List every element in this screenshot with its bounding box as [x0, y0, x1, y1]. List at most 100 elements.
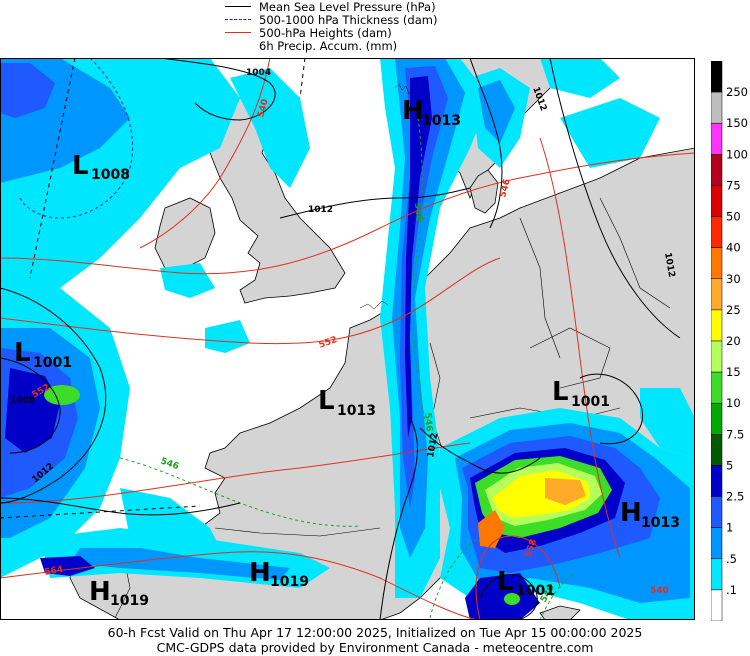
colorbar-label: 25 [726, 303, 741, 317]
precip-scotland [230, 68, 310, 188]
thickness-green-east [429, 537, 481, 619]
colorbar-label: 15 [726, 365, 741, 379]
svg-text:1008: 1008 [91, 167, 130, 183]
legend-precip: 6h Precip. Accum. (mm) [225, 39, 397, 53]
svg-text:1001: 1001 [571, 394, 610, 410]
center-low-central-europe: L 1001 [552, 377, 610, 410]
height-contours [0, 58, 695, 620]
colorbar-swatch [711, 589, 723, 621]
center-low-atlantic-west: L 1001 [14, 338, 72, 371]
label-1012-central: 1012 [426, 432, 440, 458]
precip-italy [465, 573, 540, 620]
colorbar-label: 150 [726, 116, 748, 130]
grid-lines [0, 58, 306, 519]
label-546-red: 546 [498, 178, 513, 199]
isobars [0, 58, 681, 620]
precip-balkans [640, 388, 695, 458]
colorbar-label: .5 [726, 552, 737, 566]
colorbar-label: 20 [726, 334, 741, 348]
precip-baltic [560, 98, 660, 168]
colorbar-swatch [711, 154, 723, 186]
land-sicily [539, 605, 581, 620]
isobar-1012-east [549, 58, 681, 339]
isobar-1012-uk [279, 187, 471, 219]
grid-line-north [299, 58, 306, 99]
center-low-france: L 1013 [318, 386, 376, 419]
center-low-italy: L 1001 [497, 567, 555, 599]
label-1012-uk: 1012 [308, 205, 333, 215]
thickness-green-north [412, 117, 431, 439]
svg-text:1019: 1019 [270, 574, 309, 590]
thickness-blue-north [19, 58, 134, 219]
svg-text:H: H [402, 96, 424, 126]
precip-alps-orange [545, 478, 586, 505]
isobar-1004-italy [479, 574, 538, 620]
colorbar-label: 30 [726, 272, 741, 286]
height-eastern-b [475, 535, 561, 620]
legend-heights-label: 500-hPa Heights (dam) [259, 25, 392, 40]
label-1008: 1008 [10, 396, 35, 406]
colorbar-label: 10 [726, 396, 741, 410]
center-high-iberia: H 1019 [89, 577, 149, 609]
colorbar-swatches [711, 61, 723, 621]
colorbar-swatch [711, 185, 723, 217]
map-legend: Mean Sea Level Pressure (hPa) 500-1000 h… [225, 0, 515, 56]
precip-italy-green [504, 593, 520, 605]
legend-thickness: 500-1000 hPa Thickness (dam) [225, 13, 437, 27]
footer-valid-time: 60-h Fcst Valid on Thu Apr 17 12:00:00 2… [107, 625, 643, 640]
svg-text:H: H [620, 498, 642, 528]
label-1012-east: 1012 [662, 252, 676, 278]
isobar-1004-ring [159, 58, 276, 121]
precip-cell-france [205, 320, 250, 353]
grid-line-south [0, 505, 201, 519]
colorbar-label: 7.5 [726, 427, 744, 441]
grid-line-west [29, 58, 76, 279]
height-540-line [139, 58, 271, 249]
footer-credit: CMC-GDPS data provided by Environment Ca… [156, 640, 594, 655]
legend-heights: 500-hPa Heights (dam) [225, 25, 392, 40]
isobar-1004-low [0, 357, 61, 454]
svg-text:H: H [89, 577, 111, 607]
svg-text:L: L [318, 386, 335, 416]
colorbar-swatch [711, 247, 723, 280]
precip-atlantic-west-core [5, 368, 60, 453]
pressure-centers: L 1008 H 1013 L 1001 L 1013 L 1001 H 101… [14, 96, 680, 609]
colorbar-label: 50 [726, 210, 741, 224]
precip-colorbar: 250 150 100 75 50 40 30 25 20 15 10 7.5 5 2.5 1 .5 .1 [711, 61, 748, 621]
label-564: 564 [44, 565, 64, 578]
colorbar-swatch [711, 434, 723, 466]
isobar-1012-central [419, 427, 541, 474]
colorbar-swatch [711, 91, 723, 124]
colorbar-labels: 250 150 100 75 50 40 30 25 20 15 10 7.5 5 2.5 1 .5 .1 [726, 85, 748, 597]
precip-norway-band-core [405, 76, 432, 438]
precip-cell-ireland [160, 263, 215, 298]
label-540: 540 [256, 98, 271, 119]
height-eastern-a [539, 137, 621, 559]
svg-text:1019: 1019 [110, 593, 149, 609]
thickness-line-swatch [225, 19, 251, 20]
thickness-green-italy [539, 572, 576, 620]
precip-iberia-north-mod [70, 548, 290, 580]
svg-text:1013: 1013 [422, 113, 461, 129]
precip-atlantic-north-heavy [0, 63, 55, 118]
height-552-line [0, 257, 501, 345]
isobar-1012-south [379, 417, 418, 620]
land-great-britain [204, 97, 346, 304]
colorbar-swatch [711, 527, 723, 560]
label-546-green-north: 546 [412, 202, 424, 222]
svg-text:L: L [552, 377, 569, 407]
svg-text:1013: 1013 [641, 515, 680, 531]
label-540-b: 540 [650, 586, 669, 596]
svg-text:1013: 1013 [337, 403, 376, 419]
colorbar-label: .1 [726, 583, 737, 597]
colorbar-label: 75 [726, 178, 741, 192]
legend-mslp-label: Mean Sea Level Pressure (hPa) [259, 0, 436, 14]
colorbar-swatch [711, 558, 723, 591]
height-546-line [0, 152, 695, 275]
colorbar-label: 40 [726, 241, 741, 255]
legend-mslp: Mean Sea Level Pressure (hPa) [225, 0, 436, 14]
svg-text:L: L [72, 151, 89, 181]
svg-text:1001: 1001 [516, 583, 555, 599]
colorbar-swatch [711, 61, 723, 93]
coastal-detail [359, 83, 415, 310]
